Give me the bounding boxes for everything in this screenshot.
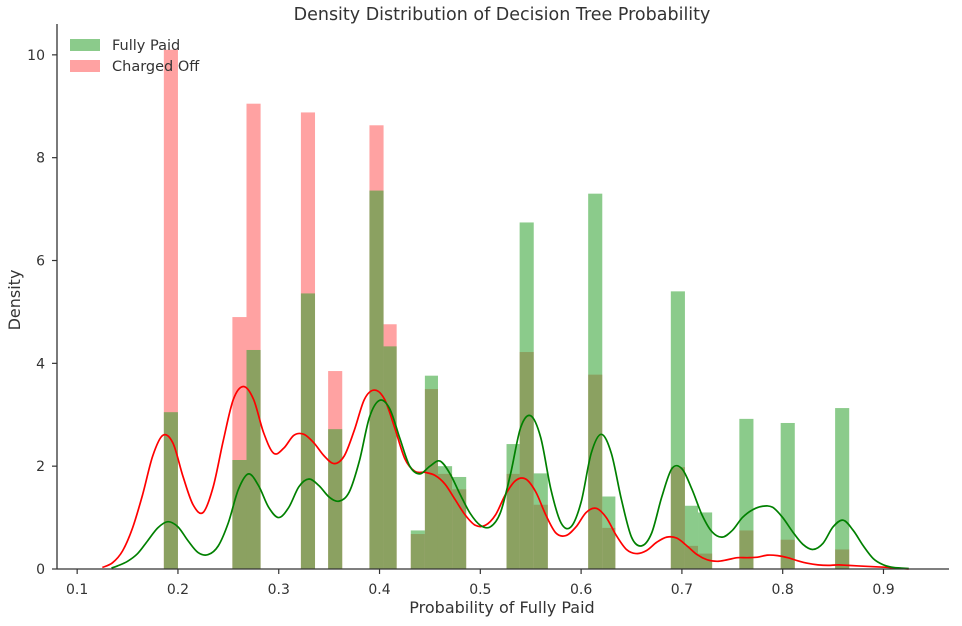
legend: Fully Paid Charged Off (70, 38, 200, 75)
bar-fully-paid-17 (684, 505, 699, 569)
x-tick-label: 0.9 (872, 582, 894, 598)
bar-fully-paid-0 (163, 412, 178, 569)
x-tick-label: 0.3 (268, 582, 290, 598)
bar-fully-paid-8 (424, 375, 438, 569)
axes: 0.1 0.2 0.3 0.4 0.5 0.6 0.7 0.8 0.9 0 2 4 6 8 10 (27, 24, 949, 598)
bar-fully-paid-15 (602, 496, 616, 569)
density-curves (102, 385, 909, 570)
bar-fully-paid-5 (369, 190, 384, 569)
kde-line-charged-off (102, 385, 909, 570)
legend-label-charged-off: Charged Off (112, 59, 200, 75)
x-tick-label: 0.6 (570, 582, 592, 598)
y-tick-label: 2 (36, 459, 45, 475)
x-tick-label: 0.1 (66, 582, 88, 598)
legend-label-fully-paid: Fully Paid (112, 38, 180, 54)
bar-fully-paid-9 (437, 466, 453, 569)
histogram-bars (163, 49, 850, 570)
bar-fully-paid-14 (588, 193, 603, 570)
bar-fully-paid-7 (410, 530, 425, 569)
bar-fully-paid-12 (519, 222, 534, 569)
y-ticks: 0 2 4 6 8 10 (27, 48, 57, 578)
y-tick-label: 6 (36, 254, 45, 270)
x-tick-label: 0.2 (167, 582, 189, 598)
y-axis-label: Density (5, 270, 24, 331)
legend-swatch-fully-paid (70, 39, 100, 51)
x-tick-label: 0.5 (469, 582, 491, 598)
bar-fully-paid-13 (533, 473, 548, 569)
y-tick-label: 10 (27, 48, 45, 64)
bar-fully-paid-19 (739, 418, 754, 569)
bar-fully-paid-6 (383, 346, 397, 569)
legend-swatch-charged-off (70, 60, 100, 72)
x-tick-label: 0.7 (671, 582, 693, 598)
y-tick-label: 0 (36, 562, 45, 578)
bar-fully-paid-1 (232, 460, 247, 569)
y-tick-label: 4 (36, 356, 45, 372)
bar-fully-paid-16 (670, 291, 685, 569)
bar-fully-paid-4 (328, 429, 343, 569)
x-axis-label: Probability of Fully Paid (409, 598, 594, 617)
kde-line-fully-paid (111, 399, 909, 570)
bar-fully-paid-20 (780, 422, 795, 569)
x-tick-label: 0.8 (772, 582, 794, 598)
x-ticks: 0.1 0.2 0.3 0.4 0.5 0.6 0.7 0.8 0.9 (66, 569, 895, 598)
x-tick-label: 0.4 (368, 582, 390, 598)
bar-fully-paid-2 (246, 349, 261, 569)
bar-fully-paid-21 (835, 408, 850, 569)
y-tick-label: 8 (36, 151, 45, 167)
bar-fully-paid-3 (300, 293, 316, 569)
chart-title: Density Distribution of Decision Tree Pr… (294, 5, 711, 25)
